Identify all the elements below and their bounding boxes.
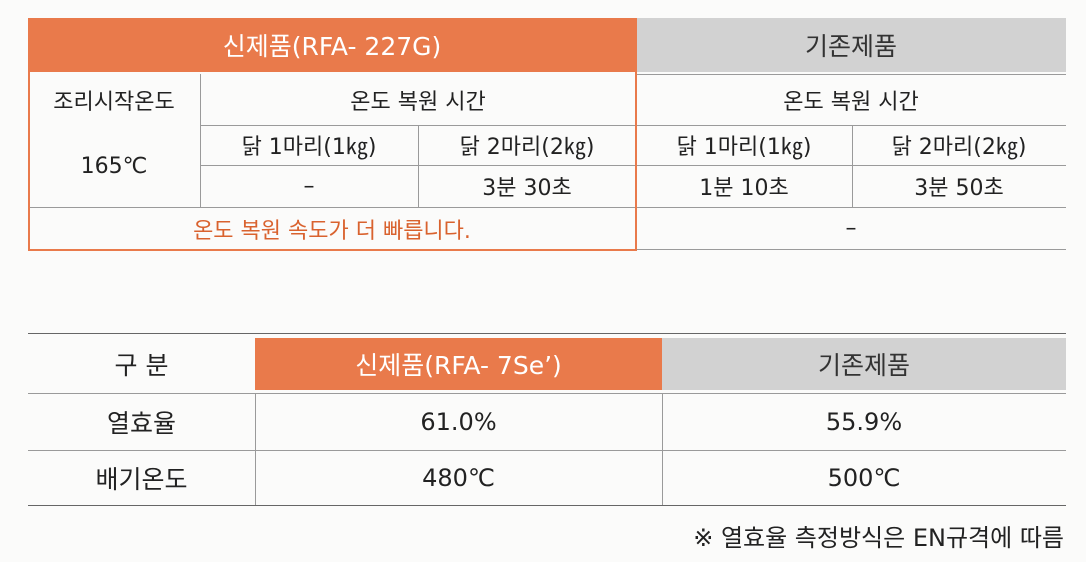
cell: 온도 복원 시간 (350, 89, 486, 115)
header-cell: 기존제품 (636, 18, 1066, 72)
cell: 500℃ (827, 463, 901, 492)
rule (200, 125, 1066, 126)
rule (28, 450, 1066, 451)
cell: 열효율 (106, 408, 176, 438)
header-cell: 기존제품 (662, 338, 1066, 390)
rule (852, 125, 853, 207)
cell: 온도 복원 시간 (783, 89, 919, 115)
cell: – (303, 173, 315, 199)
cell: 480℃ (422, 463, 495, 492)
highlight-border (28, 18, 637, 251)
cell: 닭 2마리(2㎏) (459, 135, 595, 160)
footnote: ※ 열효율 측정방식은 EN규격에 따름 (693, 523, 1064, 552)
cell: 1분 10초 (699, 176, 789, 201)
rule (662, 393, 663, 505)
header-cell: 구 분 (114, 351, 169, 380)
rule (28, 333, 1066, 334)
highlight-cell: 온도 복원 속도가 더 빠릅니다. (193, 218, 471, 244)
cell: 배기온도 (95, 464, 188, 494)
rule (418, 125, 419, 207)
cell: 닭 2마리(2㎏) (891, 135, 1027, 160)
rule (28, 393, 1066, 394)
cell: 닭 1마리(1㎏) (241, 135, 377, 160)
cell: 3분 30초 (482, 176, 572, 201)
cell: – (845, 216, 857, 241)
rule (200, 74, 201, 207)
cell: 165℃ (80, 153, 148, 179)
rule (28, 207, 1066, 208)
cell: 닭 1마리(1㎏) (676, 135, 812, 160)
rule (636, 74, 1066, 75)
rule (255, 393, 256, 505)
cell: 조리시작온도 (53, 89, 175, 115)
cell: 3분 50초 (914, 176, 1004, 201)
header-cell: 신제품(RFA- 227G) (28, 18, 636, 72)
cell: 55.9% (825, 407, 903, 436)
rule (636, 249, 1066, 250)
header-cell: 신제품(RFA- 7Se’) (255, 338, 662, 390)
cell: 61.0% (420, 407, 497, 436)
rule (200, 165, 1066, 166)
rule (28, 505, 1066, 506)
